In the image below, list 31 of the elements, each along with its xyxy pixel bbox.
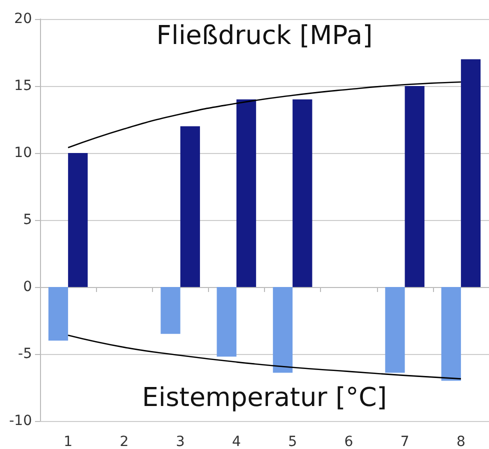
y-tick-label: 15 xyxy=(14,78,32,94)
x-tick-label: 6 xyxy=(344,434,354,449)
y-tick-label: 5 xyxy=(23,212,32,228)
y-tick-label: 20 xyxy=(14,11,32,27)
bar xyxy=(272,287,293,373)
x-tick-label: 4 xyxy=(232,434,241,449)
bar xyxy=(404,86,424,287)
y-tick-label: -10 xyxy=(9,413,32,429)
line-series xyxy=(67,81,462,148)
x-tick-label: 2 xyxy=(120,434,129,449)
bar xyxy=(48,287,68,341)
x-tick-label: 7 xyxy=(400,434,410,449)
x-tick-label: 8 xyxy=(456,434,466,449)
y-tick-label: -5 xyxy=(18,346,32,362)
x-tick-label: 5 xyxy=(288,434,298,449)
x-tick-label: 1 xyxy=(64,434,73,449)
bar xyxy=(236,99,256,287)
bar xyxy=(292,99,312,287)
bar xyxy=(441,287,461,381)
x-tick-label: 3 xyxy=(176,434,185,449)
series-label: Eistemperatur [°C] xyxy=(142,382,387,413)
bar xyxy=(460,59,481,287)
y-tick-label: 0 xyxy=(23,279,32,295)
bar xyxy=(385,287,405,373)
series-label: Fließdruck [MPa] xyxy=(156,21,373,52)
bar xyxy=(180,126,200,287)
bar xyxy=(68,153,88,287)
line-series xyxy=(67,334,462,380)
bar xyxy=(216,287,236,357)
y-tick-label: 10 xyxy=(14,145,32,161)
bar xyxy=(160,287,180,334)
